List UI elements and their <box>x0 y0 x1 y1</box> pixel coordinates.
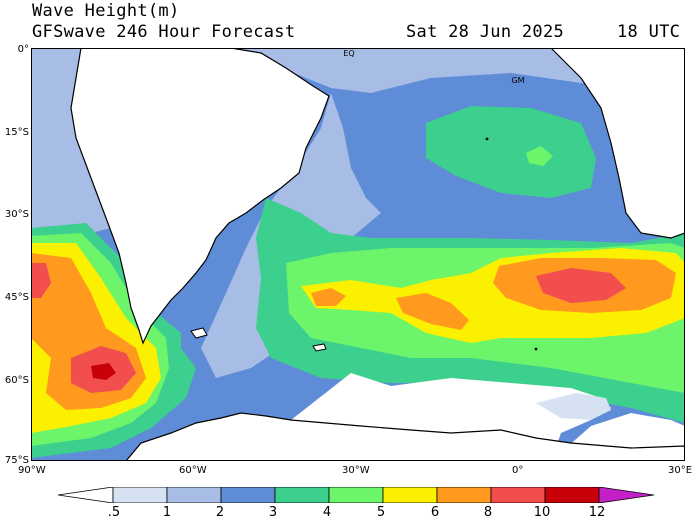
lon-label-30w: 30°W <box>342 465 370 476</box>
band-1-2m-south-atlantic-north <box>31 48 685 93</box>
greenwich-marker: GM <box>511 76 524 85</box>
band-3-4m-tropical <box>426 106 596 198</box>
colorbar-label-10: 10 <box>533 505 551 520</box>
equator-marker: EQ <box>343 49 354 58</box>
colorbar-cell-2 <box>166 487 222 503</box>
band-6-8m-west <box>311 288 346 306</box>
model-forecast-label: GFSwave 246 Hour Forecast <box>32 22 296 42</box>
band-8-10m-storm-track <box>536 268 626 303</box>
colorbar-cell-7 <box>436 487 492 503</box>
antarctica-land <box>125 412 685 461</box>
band-6-8m-central <box>396 293 469 330</box>
colorbar-cell-9 <box>544 487 600 503</box>
map-frame <box>31 48 685 461</box>
colorbar-label-6: 6 <box>430 505 440 520</box>
wave-height-map: EQ GM <box>31 48 685 461</box>
lon-label-30e: 30°E <box>668 465 693 476</box>
colorbar-cell-5 <box>328 487 384 503</box>
colorbar-label-2: 2 <box>215 505 225 520</box>
lat-label-75s: 75°S <box>4 455 29 466</box>
band-4-5m-tropical-spot <box>526 146 553 166</box>
colorbar-cell-8 <box>490 487 546 503</box>
south-america-land <box>70 48 330 345</box>
colorbar-cell-3 <box>220 487 276 503</box>
colorbar-label-3: 3 <box>268 505 278 520</box>
colorbar-label-4: 4 <box>322 505 332 520</box>
lat-label-30s: 30°S <box>4 209 29 220</box>
lat-label-15s: 15°S <box>4 127 29 138</box>
south-georgia-island <box>312 343 327 352</box>
band-10-12m-pacific <box>91 363 116 380</box>
colorbar-cell-4 <box>274 487 330 503</box>
map-title: Wave Height(m) <box>32 1 180 21</box>
falkland-islands <box>190 327 208 339</box>
colorbar-cell-below-0.5 <box>58 487 114 503</box>
colorbar-label-8: 8 <box>483 505 493 520</box>
colorbar-cell-above-12 <box>598 487 654 503</box>
lon-label-90w: 90°W <box>18 465 46 476</box>
forecast-date: Sat 28 Jun 2025 <box>406 22 565 42</box>
lon-label-0: 0° <box>512 465 524 476</box>
colorbar-label-5: 5 <box>376 505 386 520</box>
africa-land <box>550 48 685 239</box>
lat-label-60s: 60°S <box>4 375 29 386</box>
lat-label-45s: 45°S <box>4 292 29 303</box>
colorbar-label-12: 12 <box>588 505 606 520</box>
forecast-time: 18 UTC <box>617 22 681 42</box>
band-8-10m-pacific-northwest <box>31 263 51 298</box>
colorbar-cell-1 <box>112 487 168 503</box>
lon-label-60w: 60°W <box>179 465 207 476</box>
storm-track-dot <box>534 347 538 351</box>
ice-edge-light <box>536 393 611 420</box>
colorbar-cell-6 <box>382 487 438 503</box>
tropical-dot <box>485 137 489 141</box>
colorbar-label-1: 1 <box>162 505 172 520</box>
lat-label-0: 0° <box>17 44 29 55</box>
colorbar-label-0.5: .5 <box>107 505 121 520</box>
wave-height-colorbar <box>58 487 654 503</box>
